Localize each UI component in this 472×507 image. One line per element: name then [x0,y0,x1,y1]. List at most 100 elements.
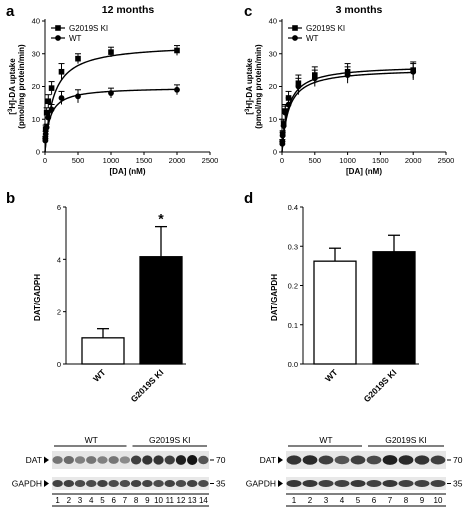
lane-number: 14 [199,496,208,505]
x-tick-label: 500 [72,156,85,165]
group-label-ki: G2019S KI [149,435,191,445]
dat-band [318,455,334,465]
lane-number: 6 [111,496,116,505]
western-blot-left: WT G2019S KI1 2 3 4 5 6 7 8 9 10 11 12 13 14DATGAPDH70… [12,435,226,507]
x-tick-label: 2000 [405,156,422,165]
y-axis-label: [3H]-DA uptake [245,58,254,115]
y-tick-label: 20 [32,82,40,91]
y-tick-label: 6 [57,203,61,212]
legend-square-marker [55,25,61,31]
x-tick-label: 1000 [103,156,120,165]
y-tick-label: 0.4 [288,203,298,212]
data-point-circle [45,114,52,121]
dat-band [153,455,164,465]
data-point-square [174,47,180,54]
lane-number: 7 [388,496,393,505]
dat-band [398,455,414,465]
dat-row-label: DAT [260,455,276,465]
gapdh-band [398,480,414,487]
data-point-circle [285,101,292,108]
group-label-wt: WT [85,435,98,445]
gapdh-band [97,480,108,487]
data-point-circle [108,90,114,96]
y-axis-label: DAT/GADPH [33,274,42,321]
mw-label-35: 35 [453,479,463,489]
gapdh-band [85,480,97,487]
dat-band [63,456,74,464]
legend-label: G2019S KI [69,24,108,33]
gapdh-band [74,480,86,487]
gapdh-band [302,480,318,487]
x-axis-label: [DA] (nM) [346,167,382,176]
lane-number: 13 [188,496,197,505]
y-tick-label: 0 [57,360,61,369]
lane-number: 10 [154,496,163,505]
gapdh-band [108,480,119,487]
y-tick-label: 40 [269,17,277,26]
category-label: G2019S KI [129,367,166,404]
gapdh-band [382,480,398,487]
lane-number: 11 [166,496,175,505]
gapdh-band [430,480,446,487]
data-point-square [58,68,65,75]
data-point-circle [42,131,49,137]
category-label: G2019S KI [362,367,399,404]
group-label-ki: G2019S KI [385,435,427,445]
lane-number: 8 [404,496,409,505]
dat-band [302,455,318,465]
data-point-circle [410,68,417,75]
dat-band [52,456,63,464]
dat-band [97,456,108,464]
x-tick-label: 1500 [136,156,153,165]
dat-band [286,455,302,465]
group-label-wt: WT [319,435,332,445]
lane-number: 6 [372,496,377,505]
y-axis-label-line2: (pmol/mg protein/min) [17,44,26,129]
y-axis-label: DAT/GAPDH [270,274,279,321]
data-point-circle [282,109,289,116]
y-axis-label: [3H]-DA uptake [8,58,17,115]
significance-asterisk: * [158,211,164,227]
legend-circle-marker [55,35,61,41]
gapdh-band [334,480,350,487]
lane-number: 9 [420,496,425,505]
lane-number: 3 [78,496,83,505]
data-point-circle [43,124,50,131]
x-tick-label: 2000 [169,156,186,165]
dat-band [350,455,366,465]
chart-d-dat-bar: 0.0 0.1 0.2 0.3 0.4 DAT/GAPDH WT G2019S KI [270,203,419,404]
dat-band [382,455,398,465]
mw-label-70: 70 [453,455,463,465]
y-tick-label: 0.2 [288,282,298,291]
data-point-circle [280,122,287,129]
western-blot-right: WT G2019S KI 1 2 3 4 5 6 7 8 9 10 DAT GAPDH 70 35 [246,435,463,507]
mw-label-35: 35 [216,479,226,489]
gapdh-band [318,480,334,487]
chart-a-title: 12 months [102,4,155,16]
mw-label-70: 70 [216,455,226,465]
gapdh-band [52,480,63,487]
legend-label: WT [306,34,319,43]
dat-band [334,455,350,465]
fit-curve-circle [281,71,414,153]
data-point-circle [42,137,49,144]
x-axis-label: [DA] (nM) [110,167,146,176]
y-tick-label: 30 [32,49,40,58]
dat-arrowhead-icon [278,456,283,464]
lane-number: 12 [177,496,186,505]
bar-g2019s-ki [372,251,416,365]
data-point-square [48,85,55,91]
gapdh-arrowhead-icon [278,480,283,487]
dat-row-label: DAT [26,455,42,465]
gapdh-band [130,480,142,487]
gapdh-band [350,480,366,487]
data-point-circle [58,95,65,101]
dat-band [108,456,119,464]
category-label: WT [323,367,340,384]
y-tick-label: 40 [32,17,40,26]
data-point-square [108,49,114,55]
legend-label: G2019S KI [306,24,345,33]
x-tick-label: 2500 [202,156,219,165]
chart-c-3-months: 0 10 20 30 40 0 500 1000 1500 2000 2500 [DA] (nM) [3… [245,17,454,177]
data-point-circle [344,72,351,78]
